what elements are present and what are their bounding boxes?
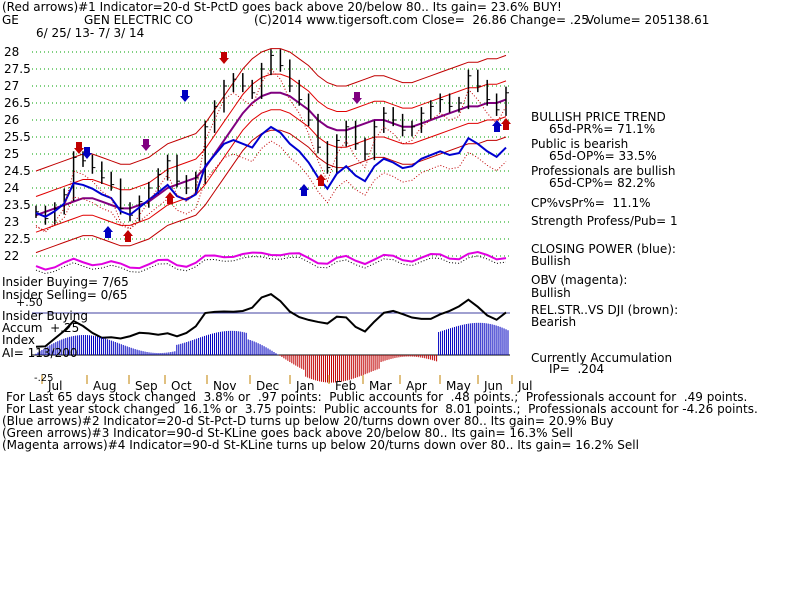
signal-arrow bbox=[82, 147, 92, 159]
accumulation-status: Currently Accumulation bbox=[531, 351, 673, 365]
x-tick-label: Apr bbox=[406, 379, 427, 393]
copyright: (C)2014 www.tigersoft.com bbox=[254, 13, 418, 27]
y-tick-label: 22 bbox=[4, 249, 19, 263]
insider-buying-count: Insider Buying= 7/65 bbox=[2, 275, 129, 289]
ai-value: AI= 113/200 bbox=[2, 346, 78, 360]
y-axis-ticks: 28 27.5 27 26.5 26 25.5 25 24.5 24 23.5 23 22.5 22 bbox=[4, 45, 31, 263]
y-tick-label: 23.5 bbox=[4, 198, 31, 212]
price-trend-title: BULLISH PRICE TREND bbox=[531, 110, 666, 124]
signal-arrow bbox=[492, 120, 502, 132]
accumulation-histogram bbox=[35, 322, 509, 383]
y-tick-label: 24.5 bbox=[4, 164, 31, 178]
relstr-line bbox=[35, 293, 507, 348]
signal-arrow bbox=[219, 52, 229, 64]
x-tick-label: Feb bbox=[335, 379, 356, 393]
price-bands bbox=[35, 48, 507, 254]
x-tick-label: May bbox=[446, 379, 471, 393]
x-tick-label: Jan bbox=[295, 379, 315, 393]
strength-value: Strength Profess/Pub= 1 bbox=[531, 214, 678, 228]
insider-selling-count: Insider Selling= 0/65 bbox=[2, 288, 128, 302]
moving-average bbox=[35, 91, 507, 217]
y-tick-label: 22.5 bbox=[4, 232, 31, 246]
x-tick-label: Aug bbox=[93, 379, 116, 393]
professionals-label: Professionals are bullish bbox=[531, 164, 676, 178]
signal-arrows bbox=[74, 52, 511, 242]
upper-band bbox=[35, 48, 507, 172]
price-bars bbox=[35, 49, 509, 225]
accum-neg-label: -.25 bbox=[34, 373, 54, 384]
signal-arrow bbox=[316, 174, 326, 186]
signal-arrow bbox=[141, 139, 151, 151]
signal-arrow bbox=[123, 230, 133, 242]
signal-arrow bbox=[299, 184, 309, 196]
signal-arrow bbox=[103, 226, 113, 238]
signal-arrow bbox=[501, 118, 511, 130]
obv-status: Bullish bbox=[531, 286, 571, 300]
signal-arrow bbox=[74, 142, 84, 154]
footer-blue-arrows: (Blue arrows)#2 Indicator=20-d St-Pct-D … bbox=[2, 414, 614, 428]
obv-label: OBV (magenta): bbox=[531, 273, 628, 287]
x-tick-label: Mar bbox=[369, 379, 392, 393]
closing-power-ma bbox=[35, 140, 507, 232]
cp-value: 65d-CP%= 82.2% bbox=[549, 176, 656, 190]
pr-value: 65d-PR%= 71.1% bbox=[549, 122, 656, 136]
y-tick-label: 27 bbox=[4, 79, 19, 93]
footer-magenta-arrows: (Magenta arrows)#4 Indicator=90-d St-KLi… bbox=[2, 438, 639, 452]
y-tick-label: 24 bbox=[4, 181, 19, 195]
ticker: GE bbox=[2, 13, 19, 27]
footer-year: For Last year stock changed 16.1% or 3.7… bbox=[6, 402, 758, 416]
accum-zero-label: +.50 bbox=[16, 296, 43, 309]
x-tick-label: Dec bbox=[256, 379, 279, 393]
ma-line bbox=[35, 91, 507, 217]
x-tick-label: Jul bbox=[47, 379, 62, 393]
x-tick-label: Oct bbox=[171, 379, 192, 393]
signal-arrow bbox=[165, 192, 175, 204]
op-value: 65d-OP%= 33.5% bbox=[549, 149, 657, 163]
x-tick-label: Jul bbox=[517, 379, 532, 393]
relstr-status: Bearish bbox=[531, 315, 577, 329]
ip-value: IP= .204 bbox=[549, 362, 605, 376]
y-tick-label: 27.5 bbox=[4, 62, 31, 76]
x-axis-ticks: Jul Aug Sep Oct Nov Dec Jan Feb Mar Apr May Jun Jul bbox=[41, 375, 532, 393]
footer-green-arrows: (Green arrows)#3 Indicator=90-d St-KLine… bbox=[2, 426, 574, 440]
index-label: Index bbox=[2, 333, 36, 347]
lower-inner-band bbox=[35, 109, 507, 233]
relstr-ma bbox=[35, 68, 507, 233]
closing-power-status: Bullish bbox=[531, 254, 571, 268]
y-tick-label: 26 bbox=[4, 113, 19, 127]
accum-label: Accum +.25 bbox=[2, 321, 80, 335]
obv-ma bbox=[35, 255, 507, 275]
indicator-lines bbox=[35, 68, 507, 348]
lower-band bbox=[35, 129, 507, 254]
relstr-label: REL.STR..VS DJI (brown): bbox=[531, 303, 679, 317]
signal-arrow bbox=[180, 90, 190, 102]
cp-vs-pr: CP%vsPr%= 11.1% bbox=[531, 196, 651, 210]
y-tick-label: 25.5 bbox=[4, 130, 31, 144]
date-range: 6/ 25/ 13- 7/ 3/ 14 bbox=[36, 26, 145, 40]
footer-65day: For Last 65 days stock changed 3.8% or .… bbox=[6, 390, 748, 404]
closing-power-label: CLOSING POWER (blue): bbox=[531, 242, 676, 256]
y-tick-label: 28 bbox=[4, 45, 19, 59]
obv-line bbox=[35, 251, 507, 271]
x-tick-label: Jun bbox=[483, 379, 503, 393]
x-tick-label: Nov bbox=[213, 379, 236, 393]
company-name: GEN ELECTRIC CO bbox=[84, 13, 194, 27]
volume-value: Volume= 205138.61 bbox=[586, 13, 710, 27]
insider-buying-label: Insider Buying bbox=[2, 309, 88, 323]
signal-arrow bbox=[352, 92, 362, 104]
y-tick-label: 26.5 bbox=[4, 96, 31, 110]
public-label: Public is bearish bbox=[531, 137, 629, 151]
chart-gridlines bbox=[32, 51, 510, 356]
indicator-1-title: (Red arrows)#1 Indicator=20-d St-PctD go… bbox=[2, 0, 562, 14]
change-value: Change= .25 bbox=[510, 13, 589, 27]
closing-power-line bbox=[35, 125, 507, 218]
x-tick-label: Sep bbox=[135, 379, 158, 393]
close-value: Close= 26.86 bbox=[422, 13, 507, 27]
y-tick-label: 23 bbox=[4, 215, 19, 229]
y-tick-label: 25 bbox=[4, 147, 19, 161]
